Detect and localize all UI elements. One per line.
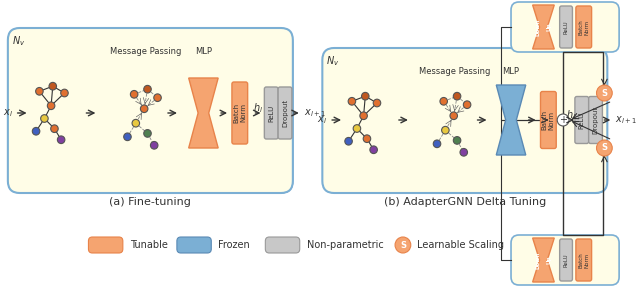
FancyBboxPatch shape <box>576 6 591 48</box>
FancyBboxPatch shape <box>559 239 572 281</box>
FancyBboxPatch shape <box>10 30 293 193</box>
Text: $h_l$: $h_l$ <box>253 101 262 115</box>
FancyBboxPatch shape <box>511 235 619 285</box>
FancyBboxPatch shape <box>589 96 602 144</box>
FancyBboxPatch shape <box>13 34 293 193</box>
Text: $N_v$: $N_v$ <box>12 34 25 48</box>
Circle shape <box>440 98 447 105</box>
Text: Up: Up <box>547 23 552 31</box>
Text: S: S <box>602 144 607 152</box>
FancyBboxPatch shape <box>323 48 607 193</box>
Text: ReLU: ReLU <box>564 20 568 34</box>
Text: Dropout: Dropout <box>282 99 288 127</box>
FancyBboxPatch shape <box>177 237 211 253</box>
Circle shape <box>131 90 138 98</box>
Circle shape <box>49 82 56 90</box>
Circle shape <box>442 126 449 134</box>
Text: Message Passing: Message Passing <box>419 67 491 76</box>
Circle shape <box>373 99 381 107</box>
Circle shape <box>348 98 356 105</box>
Text: (a) Fine-tuning: (a) Fine-tuning <box>109 197 191 207</box>
Polygon shape <box>496 85 525 155</box>
FancyBboxPatch shape <box>541 92 556 148</box>
FancyBboxPatch shape <box>12 32 293 193</box>
Polygon shape <box>532 5 554 49</box>
Text: MLP: MLP <box>502 67 520 76</box>
Text: Non-parametric: Non-parametric <box>307 240 383 250</box>
Circle shape <box>596 85 612 101</box>
Circle shape <box>144 86 151 93</box>
Text: ReLU: ReLU <box>268 104 274 122</box>
Circle shape <box>450 112 458 120</box>
Circle shape <box>453 92 461 100</box>
Circle shape <box>47 102 55 110</box>
FancyBboxPatch shape <box>511 2 619 52</box>
FancyBboxPatch shape <box>264 87 278 139</box>
Circle shape <box>132 119 140 127</box>
FancyBboxPatch shape <box>324 50 607 193</box>
Text: (b) AdapterGNN Delta Tuning: (b) AdapterGNN Delta Tuning <box>384 197 546 207</box>
FancyBboxPatch shape <box>88 237 123 253</box>
FancyBboxPatch shape <box>8 28 293 193</box>
Text: +: + <box>559 115 567 125</box>
FancyBboxPatch shape <box>278 87 292 139</box>
Circle shape <box>58 136 65 144</box>
FancyBboxPatch shape <box>328 54 607 193</box>
Text: Down: Down <box>535 18 540 36</box>
Text: $h_l$: $h_l$ <box>566 108 576 122</box>
Circle shape <box>557 114 569 126</box>
Text: ReLU: ReLU <box>564 253 568 267</box>
Text: S: S <box>400 241 406 249</box>
Text: $x_{l+1}$: $x_{l+1}$ <box>615 114 637 126</box>
FancyBboxPatch shape <box>232 82 248 144</box>
Text: Frozen: Frozen <box>218 240 250 250</box>
Circle shape <box>41 115 48 122</box>
Circle shape <box>360 112 367 120</box>
FancyBboxPatch shape <box>559 6 572 48</box>
Circle shape <box>370 146 378 154</box>
Circle shape <box>362 92 369 100</box>
FancyBboxPatch shape <box>576 239 591 281</box>
Text: Learnable Scaling: Learnable Scaling <box>417 240 504 250</box>
Circle shape <box>61 89 68 97</box>
Text: $x_l$: $x_l$ <box>3 107 13 119</box>
Text: MLP: MLP <box>195 47 212 57</box>
FancyBboxPatch shape <box>326 52 607 193</box>
Circle shape <box>395 237 411 253</box>
Circle shape <box>433 140 441 148</box>
Text: Batch
Norm: Batch Norm <box>579 252 589 268</box>
Circle shape <box>32 128 40 135</box>
Circle shape <box>363 135 371 142</box>
Text: $x_l$: $x_l$ <box>317 114 327 126</box>
Circle shape <box>124 133 131 141</box>
Text: Batch
Norm: Batch Norm <box>579 19 589 35</box>
Text: Dropout: Dropout <box>593 106 598 134</box>
Text: Batch
Norm: Batch Norm <box>234 103 246 123</box>
Circle shape <box>353 125 361 132</box>
Text: $N_v$: $N_v$ <box>326 54 340 68</box>
Circle shape <box>36 88 43 95</box>
Polygon shape <box>189 78 218 148</box>
Circle shape <box>144 130 151 137</box>
Circle shape <box>453 137 461 144</box>
Text: Down: Down <box>535 251 540 269</box>
Text: Batch
Norm: Batch Norm <box>542 110 555 130</box>
Circle shape <box>345 138 353 145</box>
FancyBboxPatch shape <box>266 237 300 253</box>
Text: S: S <box>602 88 607 98</box>
Circle shape <box>460 148 467 156</box>
Text: ReLU: ReLU <box>579 111 585 129</box>
Text: Tunable: Tunable <box>130 240 168 250</box>
Circle shape <box>140 105 148 113</box>
Circle shape <box>51 125 58 132</box>
FancyBboxPatch shape <box>575 96 589 144</box>
Circle shape <box>150 142 158 149</box>
Text: Message Passing: Message Passing <box>109 47 181 57</box>
Text: $x_{l+1}$: $x_{l+1}$ <box>303 107 326 119</box>
Polygon shape <box>532 238 554 282</box>
Text: Up: Up <box>547 256 552 264</box>
Circle shape <box>596 140 612 156</box>
Circle shape <box>154 94 161 102</box>
Circle shape <box>463 101 471 108</box>
